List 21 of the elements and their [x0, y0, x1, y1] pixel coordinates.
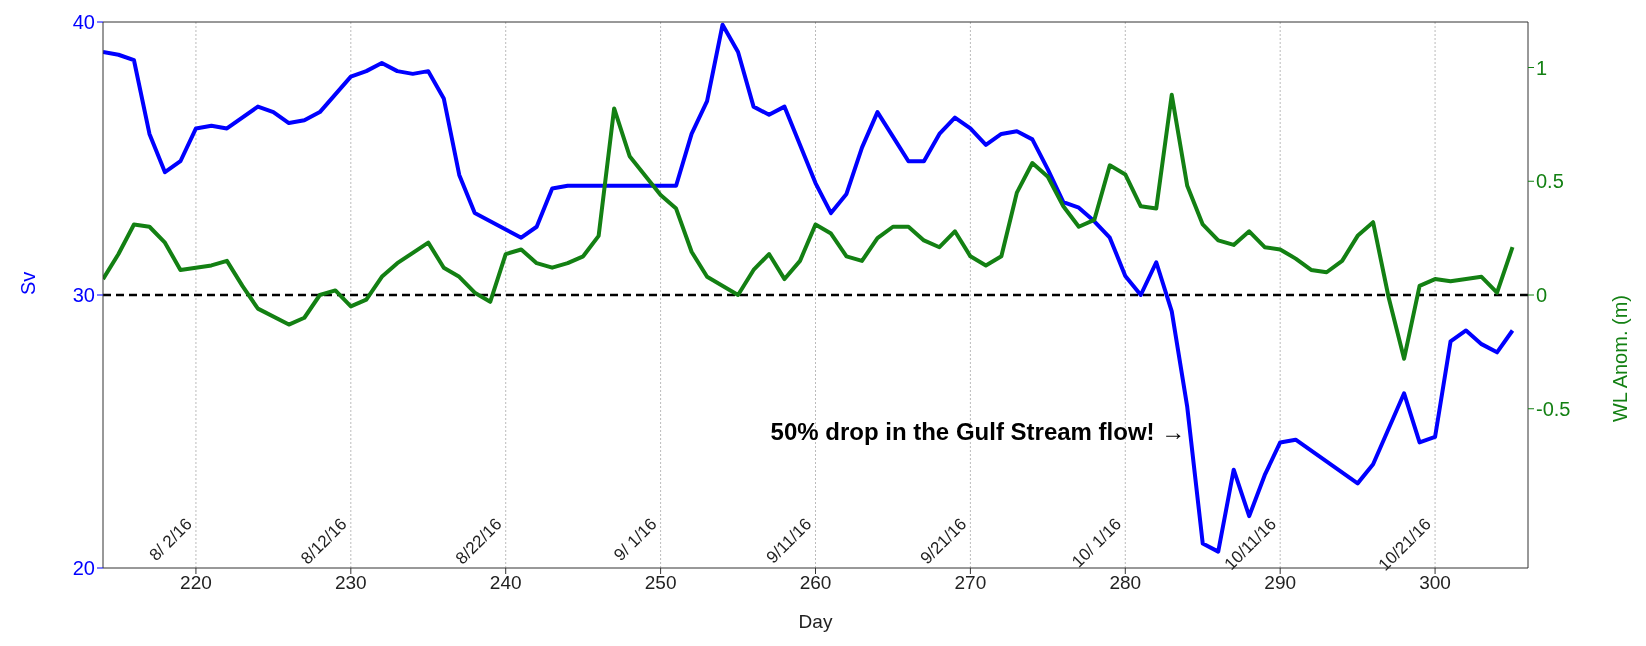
- x-tick-label: 240: [489, 572, 522, 594]
- x-tick-label: 260: [799, 572, 832, 594]
- x-tick-label: 250: [644, 572, 677, 594]
- x-axis-title: Day: [798, 611, 833, 632]
- x-tick-label: 270: [954, 572, 987, 594]
- y2-tick-label: 0: [1536, 284, 1548, 307]
- y-tick-label: 40: [72, 11, 95, 34]
- y2-tick-label: 0.5: [1536, 170, 1564, 193]
- y2-tick-label: 1: [1536, 56, 1548, 79]
- x-tick-label: 300: [1419, 572, 1451, 594]
- y-tick-label: 20: [72, 557, 95, 580]
- y2-axis-title: WL Anom. (m): [1609, 295, 1632, 423]
- y-tick-label: 30: [72, 284, 95, 307]
- x-tick-label: 230: [334, 572, 367, 594]
- x-tick-label: 220: [180, 572, 212, 594]
- y-axis-title: Sv: [17, 271, 40, 295]
- annotation: 50% drop in the Gulf Stream flow! →: [770, 418, 1186, 446]
- x-tick-label: 290: [1264, 572, 1297, 594]
- y2-tick-label: -0.5: [1536, 397, 1571, 420]
- x-tick-label: 280: [1109, 572, 1142, 594]
- line-series: [103, 92, 1515, 361]
